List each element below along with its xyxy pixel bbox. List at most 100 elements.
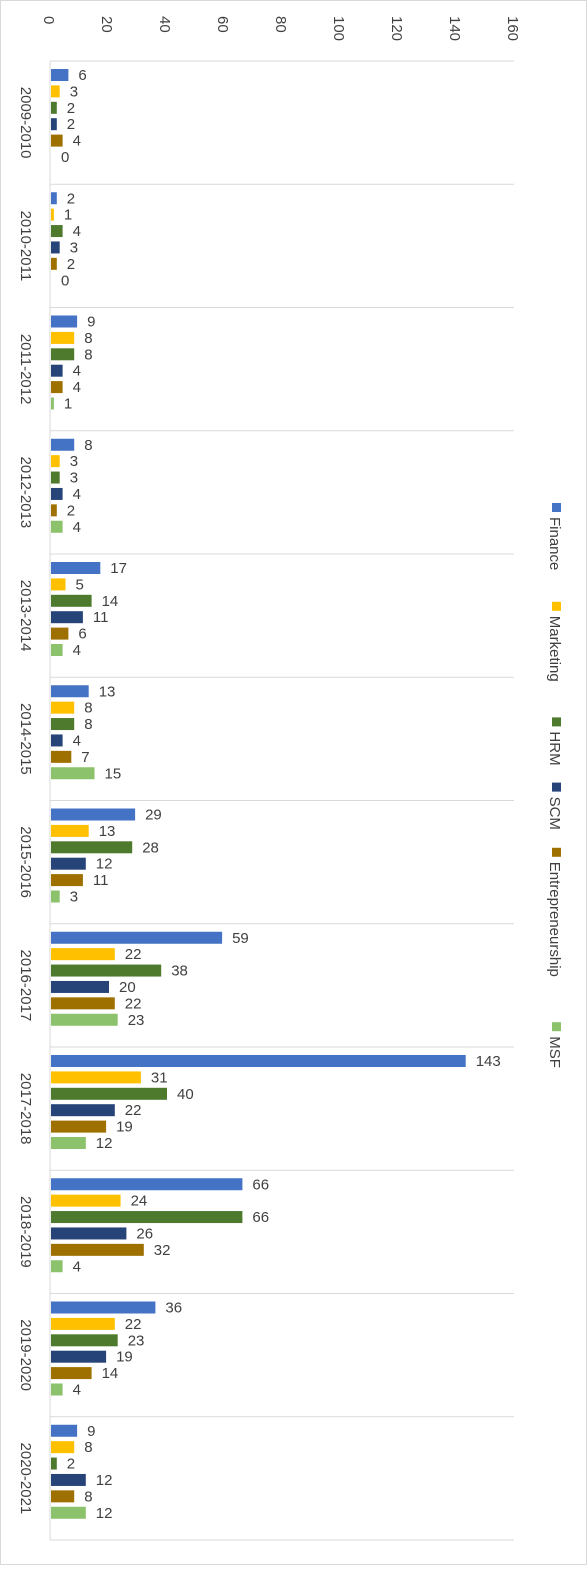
data-label: 3: [70, 239, 78, 256]
data-labels: 6322402143209884418334241751411641388471…: [61, 67, 501, 1522]
value-tick-label: 40: [156, 16, 173, 33]
data-label: 9: [87, 1423, 95, 1440]
bar: [51, 578, 66, 591]
data-label: 8: [84, 716, 92, 733]
data-label: 4: [73, 1258, 81, 1275]
data-label: 3: [70, 470, 78, 487]
legend-swatch: [552, 782, 561, 792]
bar: [51, 85, 60, 98]
data-label: 2: [67, 190, 75, 207]
legend-swatch: [552, 601, 561, 611]
legend: Finance Marketing HRM SCM Entrepreneurship MS…: [546, 503, 563, 1068]
data-label: 8: [84, 346, 92, 363]
data-label: 22: [125, 1102, 142, 1119]
data-label: 2: [67, 116, 75, 133]
data-label: 7: [81, 749, 89, 766]
bar: [51, 644, 63, 656]
bar: [51, 331, 75, 344]
bar: [51, 118, 57, 131]
bar: [51, 931, 223, 944]
data-label: 22: [125, 1316, 142, 1333]
bar: [51, 192, 57, 205]
bar: [51, 1334, 118, 1347]
data-label: 1: [64, 207, 72, 224]
legend-swatch: [552, 503, 561, 512]
data-label: 8: [84, 1439, 92, 1456]
bar: [51, 857, 86, 870]
bar: [51, 348, 75, 361]
category-label: 2014-2015: [17, 703, 34, 775]
data-label: 59: [232, 930, 249, 947]
data-label: 0: [61, 272, 69, 289]
data-label: 8: [84, 700, 92, 717]
bar: [51, 1071, 141, 1084]
bar: [51, 520, 63, 533]
data-label: 14: [102, 593, 119, 610]
bar: [51, 364, 63, 377]
bar: [51, 134, 63, 147]
data-label: 15: [105, 765, 122, 782]
data-label: 4: [73, 1382, 81, 1399]
bar: [51, 718, 75, 731]
bar: [51, 1457, 57, 1470]
data-label: 22: [125, 995, 142, 1012]
bar: [51, 841, 133, 854]
bar: [51, 471, 60, 484]
bar: [51, 1383, 63, 1396]
data-label: 6: [78, 626, 86, 643]
bar: [51, 1441, 75, 1454]
data-label: 31: [151, 1069, 168, 1086]
bar: [51, 397, 54, 410]
data-label: 0: [61, 149, 69, 166]
data-label: 36: [165, 1300, 182, 1317]
bar: [51, 1301, 156, 1314]
data-label: 9: [87, 314, 95, 331]
bar: [51, 997, 115, 1010]
data-label: 38: [171, 963, 188, 980]
bar: [51, 1227, 127, 1240]
data-label: 23: [128, 1012, 145, 1029]
data-label: 19: [116, 1119, 133, 1136]
value-tick-label: 80: [272, 16, 289, 33]
data-label: 2: [67, 1456, 75, 1473]
bar: [51, 685, 89, 698]
category-label: 2017-2018: [17, 1073, 34, 1145]
bar: [51, 594, 92, 607]
value-tick-label: 0: [40, 16, 57, 24]
data-label: 12: [96, 1135, 113, 1152]
bar: [51, 455, 60, 468]
bar: [51, 562, 101, 574]
bar: [51, 504, 57, 517]
data-label: 11: [93, 609, 109, 626]
bar: [51, 257, 57, 270]
category-label: 2010-2011: [17, 211, 34, 282]
bar: [51, 1087, 167, 1100]
data-label: 12: [96, 1505, 113, 1522]
data-label: 3: [70, 453, 78, 470]
category-label: 2012-2013: [17, 457, 34, 529]
data-label: 40: [177, 1086, 194, 1103]
bar: [51, 1055, 466, 1067]
legend-label: SCM: [546, 797, 563, 830]
bar: [51, 701, 75, 714]
bar: [51, 734, 63, 747]
value-tick-label: 100: [330, 16, 347, 41]
value-tick-label: 20: [98, 16, 115, 33]
bar: [51, 627, 69, 640]
bar: [51, 1424, 78, 1437]
legend-swatch: [552, 847, 561, 857]
bar: [51, 69, 69, 81]
category-label: 2019-2020: [17, 1319, 34, 1391]
data-label: 4: [73, 732, 81, 749]
bar: [51, 890, 60, 903]
bar: [51, 948, 115, 961]
legend-label: HRM: [546, 731, 563, 765]
data-label: 4: [73, 363, 81, 380]
data-label: 23: [128, 1332, 145, 1349]
bar: [51, 1367, 92, 1380]
data-label: 2: [67, 100, 75, 117]
data-label: 4: [73, 519, 81, 536]
data-label: 28: [142, 839, 159, 856]
data-label: 2: [67, 256, 75, 273]
data-label: 13: [99, 683, 116, 700]
